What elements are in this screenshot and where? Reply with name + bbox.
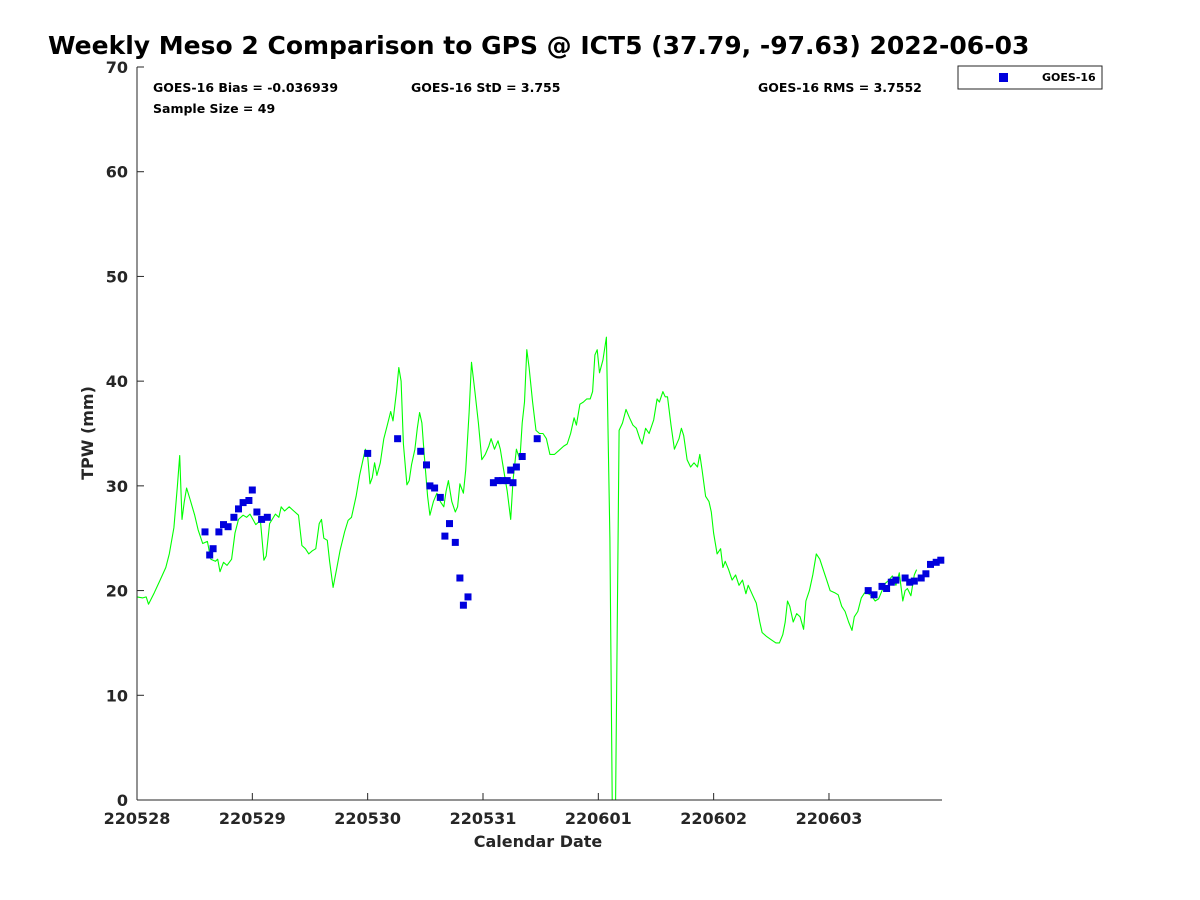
- goes16-point: [245, 497, 253, 504]
- x-tick-label: 220530: [334, 809, 401, 828]
- legend-entry-goes16: GOES-16: [1042, 71, 1096, 84]
- goes16-point: [489, 479, 497, 487]
- x-tick-label: 220528: [104, 809, 171, 828]
- legend: GOES-16: [957, 65, 1103, 90]
- x-tick-label: 220601: [565, 809, 632, 828]
- y-tick-label: 60: [106, 163, 128, 182]
- goes16-point: [220, 521, 227, 529]
- goes16-point: [206, 551, 214, 559]
- goes16-point: [932, 558, 940, 566]
- x-tick-label: 220531: [450, 809, 517, 828]
- goes16-point: [436, 493, 444, 501]
- stat-std: GOES-16 StD = 3.755: [411, 80, 560, 95]
- goes16-point: [533, 435, 541, 443]
- goes16-point: [910, 577, 918, 585]
- goes16-point: [235, 505, 242, 513]
- goes16-point: [494, 477, 502, 485]
- y-tick-label: 20: [106, 582, 128, 601]
- goes16-point: [917, 574, 925, 582]
- y-axis-label: TPW (mm): [78, 386, 97, 480]
- plot-area: 0 10 20 30 40 50 60 70 220528 220529 220530 220531 2…: [104, 58, 945, 828]
- gps-line: [136, 336, 918, 801]
- goes16-point: [503, 477, 511, 485]
- goes16-point: [883, 585, 891, 592]
- stat-bias: GOES-16 Bias = -0.036939: [153, 80, 338, 95]
- goes16-point: [230, 513, 238, 521]
- x-tick-label: 220603: [796, 809, 863, 828]
- goes16-point: [417, 447, 425, 455]
- goes16-point: [201, 528, 209, 536]
- goes16-point: [209, 545, 217, 553]
- x-tick-label: 220602: [680, 809, 747, 828]
- goes16-point: [887, 578, 895, 586]
- chart-title: Weekly Meso 2 Comparison to GPS @ ICT5 (…: [48, 31, 1029, 60]
- y-tick-label: 10: [106, 686, 128, 705]
- ticks-layer: 0 10 20 30 40 50 60 70 220528 220529 220530 220531 2…: [104, 58, 863, 828]
- goes16-point: [224, 523, 232, 531]
- goes16-point: [892, 576, 900, 584]
- goes16-point: [507, 466, 515, 474]
- goes16-point: [446, 520, 453, 528]
- goes16-point: [922, 570, 930, 578]
- stats-block: GOES-16 Bias = -0.036939 GOES-16 StD = 3…: [153, 80, 922, 116]
- goes16-point: [512, 463, 520, 471]
- goes16-point: [937, 556, 945, 564]
- goes16-point: [906, 578, 914, 586]
- goes16-point: [459, 601, 467, 609]
- goes16-point: [423, 461, 430, 469]
- goes16-point: [426, 482, 434, 490]
- y-tick-label: 30: [106, 477, 128, 496]
- goes16-point: [253, 508, 261, 516]
- y-tick-label: 70: [106, 58, 128, 77]
- y-tick-label: 40: [106, 372, 128, 391]
- goes16-point: [499, 477, 507, 485]
- y-tick-label: 50: [106, 267, 128, 286]
- goes16-point: [927, 560, 934, 568]
- series-layer: [136, 336, 945, 801]
- goes16-point: [518, 453, 526, 460]
- goes16-point: [394, 435, 402, 443]
- goes16-point: [441, 532, 449, 540]
- goes16-point: [464, 593, 472, 601]
- goes16-point: [451, 538, 459, 546]
- goes16-point: [263, 513, 271, 521]
- goes16-point: [864, 587, 872, 595]
- goes16-point: [215, 528, 223, 536]
- goes16-point: [364, 449, 372, 457]
- goes16-point: [901, 574, 909, 582]
- goes16-point: [431, 484, 439, 492]
- x-tick-label: 220529: [219, 809, 286, 828]
- goes16-point: [878, 582, 886, 590]
- stat-sample-size: Sample Size = 49: [153, 101, 275, 116]
- x-axis-label: Calendar Date: [474, 832, 603, 851]
- y-tick-label: 0: [117, 791, 128, 810]
- goes16-point: [509, 479, 517, 487]
- goes16-point: [456, 574, 464, 582]
- goes16-point: [239, 499, 247, 507]
- goes16-point: [248, 486, 256, 494]
- legend-marker: [999, 73, 1008, 82]
- legend-box: [957, 65, 1103, 90]
- goes16-point: [258, 515, 266, 523]
- stat-rms: GOES-16 RMS = 3.7552: [758, 80, 922, 95]
- goes16-point: [870, 591, 878, 599]
